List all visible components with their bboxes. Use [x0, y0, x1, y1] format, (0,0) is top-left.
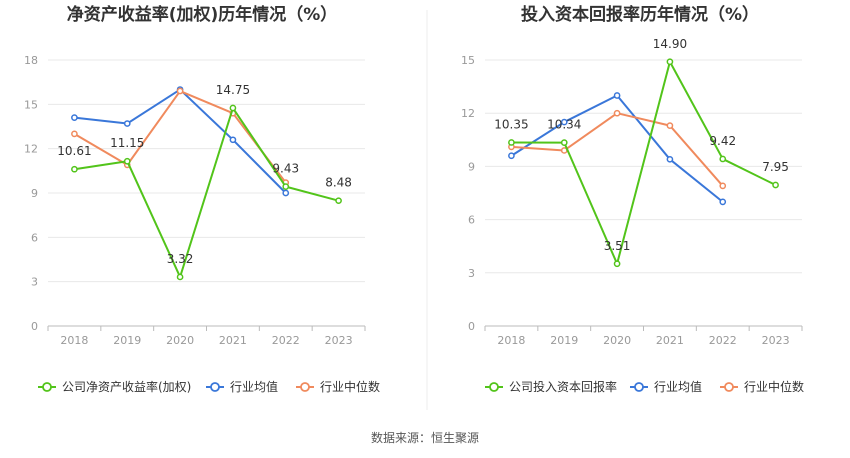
y-tick-label: 15	[24, 98, 38, 111]
legend-label: 行业均值	[230, 379, 278, 394]
legend-swatch-marker	[724, 382, 734, 392]
x-tick-label: 2021	[219, 334, 247, 347]
x-tick-label: 2019	[113, 334, 141, 347]
data-point	[613, 92, 621, 99]
series-line-3	[511, 112, 724, 187]
legend-item-2: 行业均值	[206, 379, 278, 394]
y-tick-label: 15	[461, 54, 475, 67]
legend-item-3: 行业中位数	[296, 379, 380, 394]
y-tick-label: 3	[31, 276, 38, 289]
data-point	[666, 58, 674, 66]
data-point	[772, 181, 779, 189]
legend-swatch-marker	[300, 382, 310, 392]
legend-item-1: 公司净资产收益率(加权)	[38, 379, 191, 394]
data-point	[666, 122, 674, 129]
data-point	[508, 152, 515, 160]
data-label: 3.32	[167, 252, 194, 266]
legend-swatch-marker	[634, 382, 644, 392]
series-line-1	[74, 107, 339, 278]
legend-item-3: 行业中位数	[720, 379, 804, 394]
legend-label: 行业均值	[654, 379, 702, 394]
data-point	[560, 118, 568, 126]
y-tick-label: 0	[468, 320, 475, 333]
legend-swatch-marker	[210, 382, 220, 392]
chart-panel-1: 净资产收益率(加权)历年情况（%） 0 3 6 9 12 15 18 2018 2019 2020 2…	[24, 4, 380, 394]
data-point	[71, 130, 78, 138]
data-point	[229, 104, 237, 112]
legend-swatch-marker	[42, 382, 52, 392]
data-point	[229, 136, 237, 144]
y-tick-label: 3	[468, 267, 475, 280]
data-point	[560, 139, 568, 146]
data-label: 7.95	[762, 160, 789, 174]
data-label: 14.90	[653, 37, 687, 51]
data-point	[613, 260, 621, 268]
data-label: 9.42	[709, 134, 736, 148]
x-tick-label: 2021	[656, 334, 684, 347]
data-point	[335, 197, 342, 205]
data-label: 8.48	[325, 176, 352, 190]
legend-label: 公司投入资本回报率	[509, 379, 617, 394]
x-tick-label: 2022	[709, 334, 737, 347]
y-tick-label: 6	[31, 231, 38, 244]
x-tick-label: 2022	[272, 334, 300, 347]
y-tick-label: 12	[24, 143, 38, 156]
data-label: 10.61	[57, 144, 91, 158]
x-tick-label: 2020	[166, 334, 194, 347]
data-label: 10.34	[547, 118, 581, 132]
chart-title: 投入资本回报率历年情况（%）	[521, 4, 759, 25]
y-tick-label: 9	[31, 187, 38, 200]
y-tick-label: 6	[468, 214, 475, 227]
y-tick-label: 18	[24, 54, 38, 67]
data-point	[123, 120, 131, 127]
x-tick-label: 2020	[603, 334, 631, 347]
data-point	[71, 114, 78, 121]
data-point	[123, 157, 131, 165]
series-line-1	[511, 60, 777, 265]
data-label: 11.15	[110, 136, 144, 150]
data-label: 14.75	[216, 83, 250, 97]
data-point	[282, 183, 290, 190]
data-point	[613, 109, 621, 117]
legend-label: 公司净资产收益率(加权)	[62, 379, 191, 394]
data-point	[666, 155, 674, 163]
data-point	[176, 273, 184, 281]
data-label: 10.35	[494, 117, 528, 131]
legend-swatch-marker	[489, 382, 499, 392]
legend-label: 行业中位数	[744, 379, 804, 394]
chart-title: 净资产收益率(加权)历年情况（%）	[67, 4, 338, 25]
data-point	[508, 139, 515, 146]
y-tick-label: 12	[461, 107, 475, 120]
x-tick-label: 2018	[497, 334, 525, 347]
data-point	[282, 189, 290, 197]
x-tick-label: 2023	[325, 334, 353, 347]
x-tick-label: 2023	[762, 334, 790, 347]
legend-label: 行业中位数	[320, 379, 380, 394]
data-point	[719, 182, 727, 190]
data-point	[719, 198, 727, 206]
x-tick-label: 2019	[550, 334, 578, 347]
data-label: 9.43	[272, 162, 299, 176]
y-tick-label: 0	[31, 320, 38, 333]
chart-panel-2: 投入资本回报率历年情况（%） 0 3 6 9 12 15 2018 2019 2020 2021 20…	[461, 4, 804, 394]
y-tick-label: 9	[468, 160, 475, 173]
data-point	[176, 87, 184, 95]
data-point	[719, 155, 727, 163]
legend-item-2: 行业均值	[630, 379, 702, 394]
data-point	[71, 165, 78, 173]
data-label: 3.51	[604, 239, 631, 253]
source-note: 数据来源：恒生聚源	[371, 430, 479, 445]
x-tick-label: 2018	[60, 334, 88, 347]
legend-item-1: 公司投入资本回报率	[485, 379, 617, 394]
